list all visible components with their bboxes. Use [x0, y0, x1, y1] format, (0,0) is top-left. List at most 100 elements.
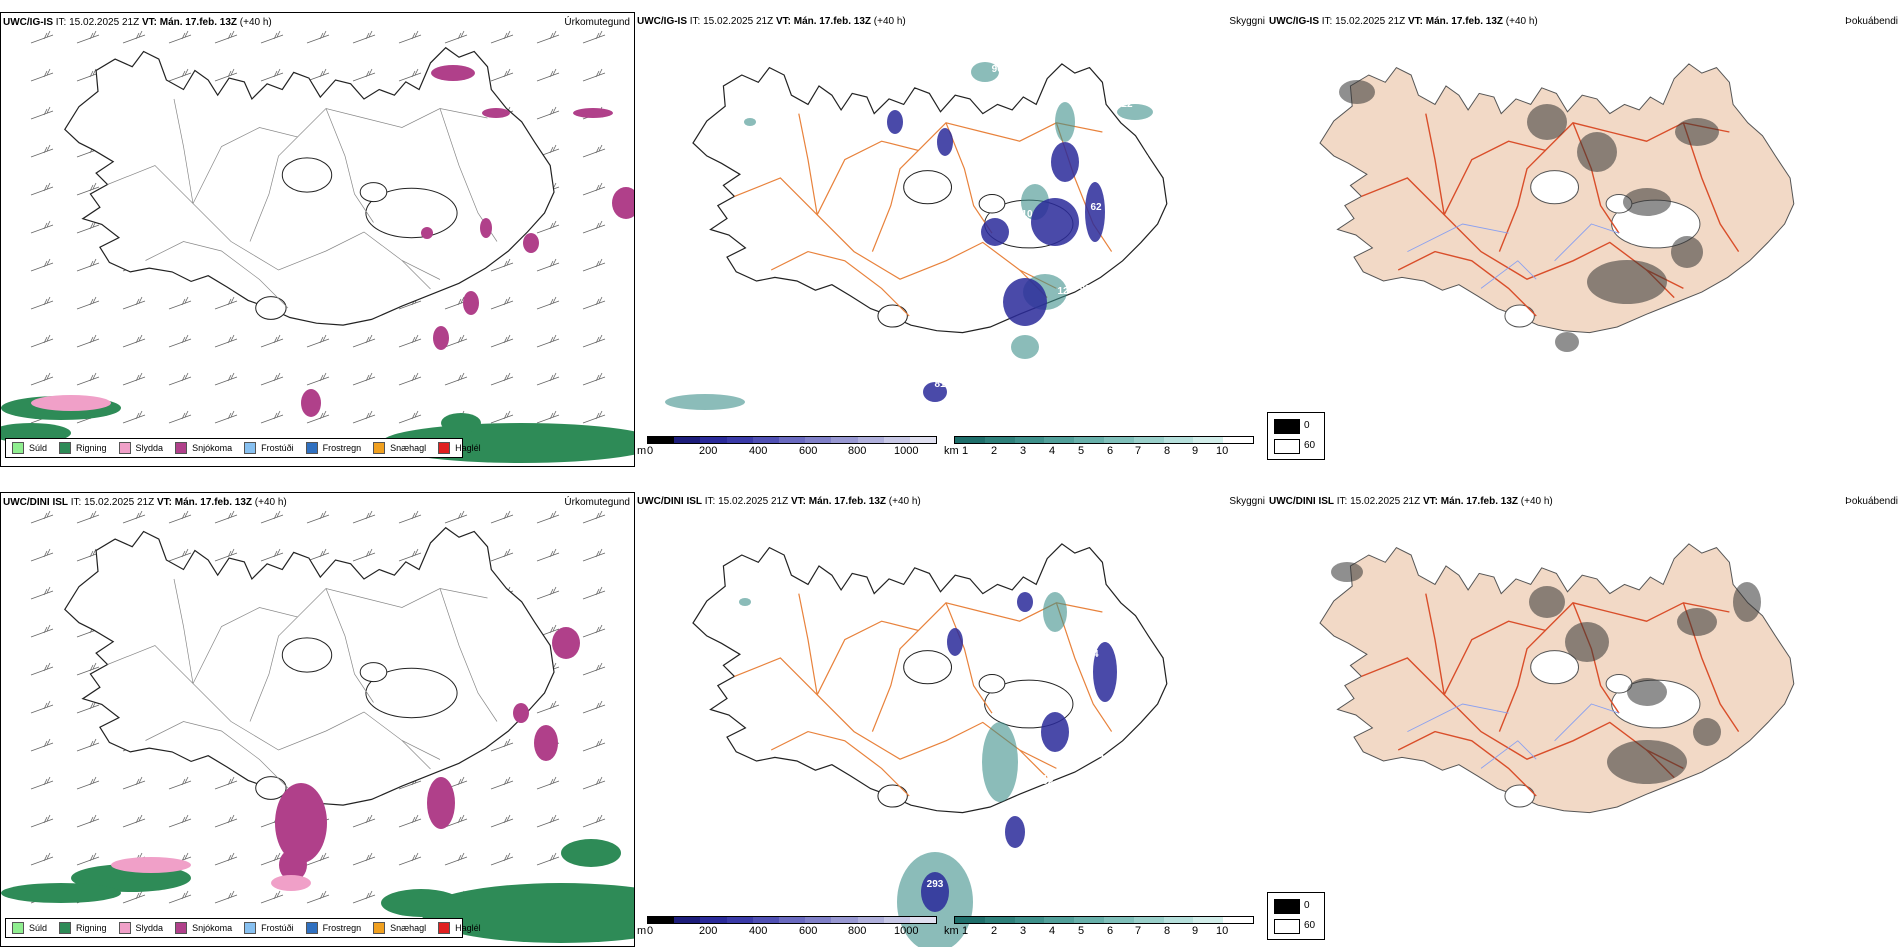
- road-line: [401, 740, 431, 770]
- low-cloudbase-area: [947, 628, 963, 656]
- wind-barb: [306, 852, 330, 866]
- wind-barb: [30, 776, 54, 790]
- scale-color-step: [1044, 437, 1075, 443]
- scale-color-step: [648, 437, 675, 443]
- wind-barb: [168, 30, 192, 44]
- scale-color-step: [1193, 917, 1224, 923]
- glacier: [978, 674, 1006, 694]
- road-line: [1361, 657, 1684, 770]
- legend-item: Snjókoma: [175, 922, 232, 934]
- wind-barb: [76, 30, 100, 44]
- fog-index-area: [1733, 582, 1761, 622]
- legend-label: Haglél: [455, 923, 481, 933]
- wind-barb: [260, 852, 284, 866]
- wind-barb: [444, 334, 468, 348]
- wind-barb: [536, 106, 560, 120]
- panel-type-label: Skyggni: [1229, 16, 1265, 27]
- wind-barb: [352, 814, 376, 828]
- fog-scale-label: 60: [1304, 920, 1316, 931]
- legend-swatch: [175, 442, 188, 454]
- wind-barb: [582, 68, 606, 82]
- wind-barb: [260, 410, 284, 424]
- wind-barb: [536, 258, 560, 272]
- scale-tick-label: 9: [1192, 925, 1199, 937]
- precip-panel-bottom: UWC/DINI ISL IT: 15.02.2025 21Z VT: Mán.…: [0, 492, 635, 947]
- fog-index-area: [1565, 622, 1609, 662]
- legend-label: Snjókoma: [192, 923, 233, 933]
- fog-index-area: [1587, 260, 1667, 304]
- fog-scale-swatch: [1274, 419, 1300, 434]
- wind-barb: [536, 510, 560, 524]
- wind-barb: [260, 30, 284, 44]
- wind-barb: [582, 182, 606, 196]
- road-line: [107, 645, 441, 760]
- low-cloudbase-area: [1031, 198, 1079, 246]
- wind-barb: [214, 30, 238, 44]
- wind-barb: [214, 814, 238, 828]
- fog-index-area: [1627, 678, 1667, 706]
- scale-tick-label: 5: [1078, 445, 1085, 457]
- road-line: [173, 98, 194, 204]
- fog-index-area: [1677, 608, 1717, 636]
- wind-barb: [398, 410, 422, 424]
- road-line: [1425, 113, 1445, 215]
- scale-color-step: [726, 437, 753, 443]
- wind-barb: [122, 30, 146, 44]
- wind-barb: [214, 334, 238, 348]
- fog-scale-top: 0 60: [1267, 412, 1325, 460]
- fog-scale-swatch: [1274, 899, 1300, 914]
- wind-barb: [536, 852, 560, 866]
- scale-colorbar: [647, 436, 937, 444]
- wind-barb: [582, 776, 606, 790]
- scale-color-step: [700, 437, 727, 443]
- fog-index-area: [1693, 718, 1721, 746]
- wind-barb: [76, 372, 100, 386]
- wind-barb: [490, 776, 514, 790]
- wind-barb: [168, 548, 192, 562]
- scale-tick-label: 400: [749, 445, 768, 457]
- glacier: [1504, 784, 1535, 808]
- glacier: [1504, 304, 1535, 328]
- wind-barb: [30, 30, 54, 44]
- wind-barb: [352, 410, 376, 424]
- cloudbase-value-label: 81: [934, 379, 946, 390]
- legend-swatch: [438, 442, 451, 454]
- road-line: [173, 578, 194, 684]
- wind-barb: [536, 814, 560, 828]
- cloudbase-value-label: 76: [1089, 732, 1101, 743]
- wind-barb: [444, 30, 468, 44]
- scale-unit: m: [637, 925, 647, 937]
- wind-barb: [214, 776, 238, 790]
- low-visibility-area: [665, 394, 745, 410]
- wind-barb: [214, 510, 238, 524]
- glacier: [877, 304, 908, 328]
- cloudbase-value-label: 11: [1050, 659, 1061, 670]
- wind-barb: [168, 372, 192, 386]
- rain-area: [421, 883, 634, 943]
- snowfall-area: [612, 187, 634, 219]
- snowfall-area: [513, 703, 529, 723]
- scale-tick-label: 600: [799, 925, 818, 937]
- scale-tick-label: 7: [1135, 445, 1142, 457]
- scale-tick-label: 10: [1216, 925, 1229, 937]
- wind-barb: [122, 334, 146, 348]
- wind-barb: [536, 220, 560, 234]
- wind-barb: [306, 510, 330, 524]
- wind-barb: [260, 510, 284, 524]
- legend-label: Frostúði: [261, 923, 294, 933]
- fog-map-bottom: [1319, 543, 1795, 814]
- road-line: [871, 629, 919, 732]
- wind-barb: [30, 334, 54, 348]
- scale-color-step: [955, 437, 985, 443]
- river-line: [1480, 260, 1537, 289]
- wind-barb: [582, 624, 606, 638]
- scale-colorbar: [954, 436, 1254, 444]
- glacier: [281, 157, 333, 193]
- road-line: [1443, 602, 1730, 696]
- legend-label: Rigning: [76, 923, 107, 933]
- road-line: [249, 616, 298, 722]
- snowfall-area: [279, 849, 307, 881]
- legend-item: Frostúði: [244, 442, 294, 454]
- low-cloudbase-area: [887, 110, 903, 134]
- scale-color-step: [778, 917, 806, 923]
